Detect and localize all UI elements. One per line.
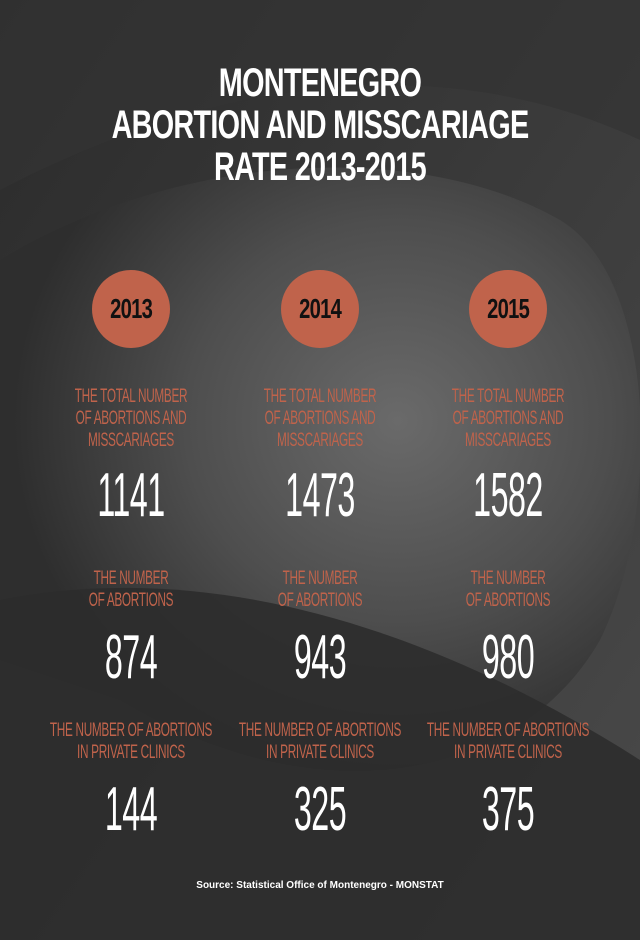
- year-label: 2013: [110, 293, 153, 324]
- year-column-2015: 2015 THE TOTAL NUMBER OF ABORTIONS AND M…: [414, 270, 602, 842]
- year-badge: 2014: [281, 270, 359, 348]
- year-column-2013: 2013 THE TOTAL NUMBER OF ABORTIONS AND M…: [37, 270, 225, 842]
- total-label: THE TOTAL NUMBER OF ABORTIONS AND MISSCA…: [74, 386, 188, 451]
- year-label: 2014: [299, 293, 342, 324]
- private-clinics-label: THE NUMBER OF ABORTIONS IN PRIVATE CLINI…: [238, 720, 402, 763]
- year-badge: 2013: [92, 270, 170, 348]
- year-column-2014: 2014 THE TOTAL NUMBER OF ABORTIONS AND M…: [226, 270, 414, 842]
- private-clinics-value: 144: [104, 775, 158, 844]
- private-clinics-value: 375: [481, 775, 535, 844]
- title-line-1: MONTENEGRO: [218, 61, 422, 105]
- total-value: 1141: [97, 461, 165, 530]
- abortions-label: THE NUMBER OF ABORTIONS: [277, 568, 363, 611]
- abortions-value: 943: [293, 623, 347, 692]
- title-line-3: RATE 2013-2015: [214, 145, 427, 189]
- year-label: 2015: [487, 293, 530, 324]
- abortions-label: THE NUMBER OF ABORTIONS: [88, 568, 174, 611]
- page-title: MONTENEGRO ABORTION AND MISSCARIAGE RATE…: [0, 62, 640, 188]
- total-value: 1473: [285, 461, 355, 530]
- total-label: THE TOTAL NUMBER OF ABORTIONS AND MISSCA…: [451, 386, 565, 451]
- total-value: 1582: [473, 461, 543, 530]
- private-clinics-value: 325: [293, 775, 347, 844]
- total-label: THE TOTAL NUMBER OF ABORTIONS AND MISSCA…: [263, 386, 377, 451]
- abortions-value: 980: [481, 623, 535, 692]
- year-badge: 2015: [469, 270, 547, 348]
- abortions-value: 874: [104, 623, 158, 692]
- private-clinics-label: THE NUMBER OF ABORTIONS IN PRIVATE CLINI…: [49, 720, 213, 763]
- title-line-2: ABORTION AND MISSCARIAGE: [111, 103, 530, 147]
- source-note: Source: Statistical Office of Montenegro…: [196, 880, 444, 891]
- private-clinics-label: THE NUMBER OF ABORTIONS IN PRIVATE CLINI…: [426, 720, 590, 763]
- abortions-label: THE NUMBER OF ABORTIONS: [465, 568, 551, 611]
